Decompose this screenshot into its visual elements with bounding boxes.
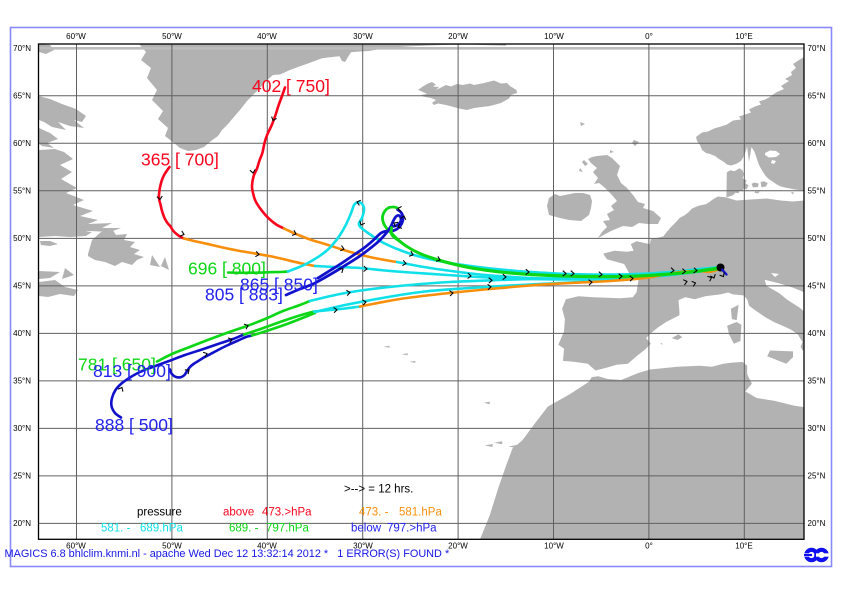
svg-text:30°W: 30°W <box>353 542 373 551</box>
svg-text:797.hPa: 797.hPa <box>266 523 309 535</box>
svg-text:pressure: pressure <box>137 507 182 519</box>
svg-text:35°N: 35°N <box>808 376 826 385</box>
svg-text:805 [ 883]: 805 [ 883] <box>205 285 283 305</box>
svg-text:65°N: 65°N <box>808 91 826 100</box>
svg-text:40°W: 40°W <box>257 32 277 41</box>
svg-text:40°N: 40°N <box>13 329 31 338</box>
svg-text:781 [ 650]: 781 [ 650] <box>78 355 156 375</box>
svg-text:365 [ 700]: 365 [ 700] <box>141 150 219 170</box>
svg-text:581.hPa: 581.hPa <box>399 507 442 519</box>
svg-text:60°W: 60°W <box>66 542 86 551</box>
svg-text:70°N: 70°N <box>808 44 826 53</box>
svg-text:40°W: 40°W <box>257 542 277 551</box>
svg-text:50°N: 50°N <box>13 234 31 243</box>
svg-text:10°E: 10°E <box>735 32 752 41</box>
svg-text:60°N: 60°N <box>13 139 31 148</box>
svg-text:581. -: 581. - <box>101 523 131 535</box>
svg-text:45°N: 45°N <box>13 281 31 290</box>
svg-text:813 [ 900]: 813 [ 900] <box>93 361 171 381</box>
svg-text:20°W: 20°W <box>448 32 468 41</box>
svg-text:20°N: 20°N <box>808 519 826 528</box>
svg-text:35°N: 35°N <box>13 376 31 385</box>
svg-text:40°N: 40°N <box>808 329 826 338</box>
svg-text:30°N: 30°N <box>13 424 31 433</box>
svg-text:above: above <box>223 507 254 519</box>
svg-text:60°N: 60°N <box>808 139 826 148</box>
svg-text:55°N: 55°N <box>13 186 31 195</box>
svg-text:689. -: 689. - <box>229 523 259 535</box>
svg-text:797.>hPa: 797.>hPa <box>387 523 437 535</box>
svg-text:>--> = 12 hrs.: >--> = 12 hrs. <box>344 484 413 496</box>
svg-text:55°N: 55°N <box>808 186 826 195</box>
svg-text:45°N: 45°N <box>808 281 826 290</box>
svg-text:20°W: 20°W <box>448 542 468 551</box>
svg-text:30°W: 30°W <box>353 32 373 41</box>
svg-text:0°: 0° <box>645 542 653 551</box>
svg-text:402 [ 750]: 402 [ 750] <box>252 76 330 96</box>
svg-text:10°W: 10°W <box>544 32 564 41</box>
svg-text:473. -: 473. - <box>359 507 389 519</box>
svg-text:0°: 0° <box>645 32 653 41</box>
svg-text:70°N: 70°N <box>13 44 31 53</box>
svg-text:25°N: 25°N <box>13 471 31 480</box>
svg-text:50°W: 50°W <box>162 542 182 551</box>
svg-text:888 [ 500]: 888 [ 500] <box>95 415 173 435</box>
svg-text:MAGICS 6.8 bhlclim.knmi.nl - a: MAGICS 6.8 bhlclim.knmi.nl - apache Wed … <box>5 548 450 560</box>
svg-text:10°W: 10°W <box>544 542 564 551</box>
svg-text:689.hPa: 689.hPa <box>140 523 183 535</box>
svg-text:below: below <box>351 523 382 535</box>
svg-text:30°N: 30°N <box>808 424 826 433</box>
svg-text:60°W: 60°W <box>66 32 86 41</box>
svg-text:25°N: 25°N <box>808 471 826 480</box>
svg-text:65°N: 65°N <box>13 91 31 100</box>
svg-text:865 [ 850]: 865 [ 850] <box>240 275 318 295</box>
svg-text:50°N: 50°N <box>808 234 826 243</box>
svg-text:20°N: 20°N <box>13 519 31 528</box>
svg-text:473.>hPa: 473.>hPa <box>262 507 312 519</box>
svg-text:10°E: 10°E <box>735 542 752 551</box>
svg-text:50°W: 50°W <box>162 32 182 41</box>
svg-text:696 [ 800]: 696 [ 800] <box>188 259 266 279</box>
